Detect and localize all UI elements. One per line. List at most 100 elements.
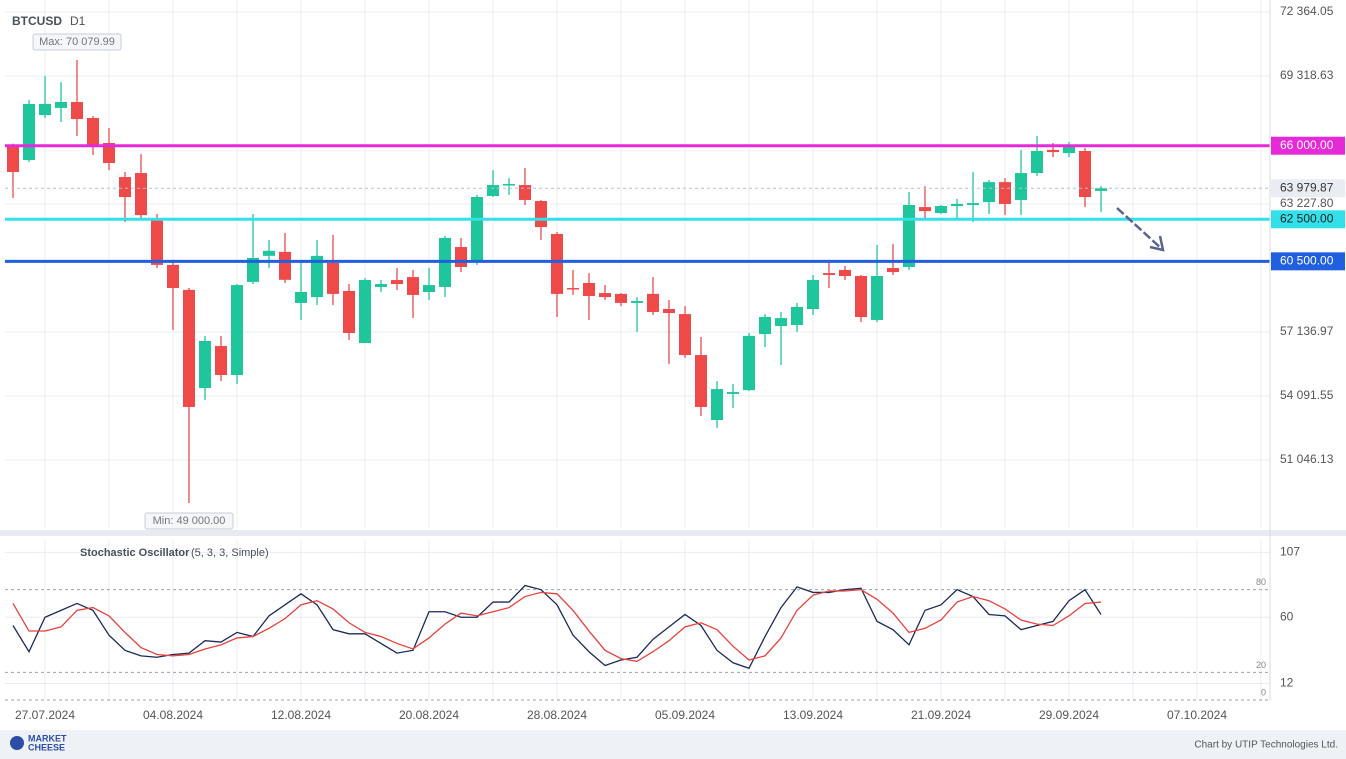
candle-body bbox=[7, 145, 19, 173]
candle-body bbox=[631, 301, 643, 303]
level-label: 60 500.00 bbox=[1280, 253, 1334, 267]
candle-body bbox=[791, 306, 803, 326]
chart-title: BTCUSD bbox=[12, 14, 62, 28]
level-label-bg bbox=[1271, 210, 1345, 229]
indicator-title: Stochastic Oscillator bbox=[80, 547, 190, 559]
footer-bar bbox=[0, 730, 1346, 759]
credit: Chart by UTIP Technologies Ltd. bbox=[1194, 740, 1338, 751]
candle-body bbox=[599, 293, 611, 298]
candle-body bbox=[455, 247, 467, 267]
candle-body bbox=[711, 389, 723, 420]
candle-body bbox=[119, 177, 131, 198]
candle-body bbox=[967, 203, 979, 206]
level-label: 62 500.00 bbox=[1280, 211, 1334, 225]
indicator-y-tick-label: 12 bbox=[1280, 676, 1294, 690]
trend-arrow bbox=[1116, 207, 1165, 252]
candle-body bbox=[583, 282, 595, 297]
indicator-level-label: 0 bbox=[1261, 687, 1266, 697]
candle-body bbox=[519, 185, 531, 200]
candle-body bbox=[103, 143, 115, 163]
x-tick-label: 20.08.2024 bbox=[399, 708, 459, 722]
logo-top: MARKET bbox=[28, 733, 67, 743]
candle-body bbox=[807, 280, 819, 310]
y-tick-label: 51 046.13 bbox=[1280, 452, 1334, 466]
min-annotation-box bbox=[144, 512, 234, 530]
min-annotation: Min: 49 000.00 bbox=[153, 515, 226, 527]
x-tick-label: 05.09.2024 bbox=[655, 708, 715, 722]
candle-body bbox=[39, 103, 51, 116]
candle-body bbox=[727, 392, 739, 394]
indicator-line bbox=[12, 584, 1102, 670]
candle-body bbox=[471, 197, 483, 262]
candle-body bbox=[759, 317, 771, 335]
x-tick-label: 29.09.2024 bbox=[1039, 708, 1099, 722]
candle-body bbox=[1047, 149, 1059, 153]
candle-body bbox=[999, 182, 1011, 204]
candle-body bbox=[55, 102, 67, 108]
y-tick-label: 72 364.05 bbox=[1280, 4, 1334, 18]
candle-body bbox=[199, 340, 211, 389]
candle-body bbox=[279, 251, 291, 280]
y-tick-label: 54 091.55 bbox=[1280, 388, 1334, 402]
x-tick-label: 21.09.2024 bbox=[911, 708, 971, 722]
logo-bottom: CHEESE bbox=[28, 742, 65, 752]
candle-body bbox=[87, 118, 99, 146]
x-tick-label: 27.07.2024 bbox=[15, 708, 75, 722]
candle-body bbox=[1031, 150, 1043, 174]
candle-body bbox=[679, 314, 691, 356]
candle-body bbox=[839, 269, 851, 277]
indicator-params: (5, 3, 3, Simple) bbox=[191, 547, 269, 559]
timeframe: D1 bbox=[70, 14, 86, 28]
candle-body bbox=[951, 203, 963, 207]
candle-body bbox=[135, 173, 147, 216]
candle-body bbox=[871, 276, 883, 320]
indicator-y-tick-label: 60 bbox=[1280, 609, 1294, 623]
candle-body bbox=[535, 201, 547, 228]
y-tick-label: 57 136.97 bbox=[1280, 324, 1334, 338]
candle-body bbox=[823, 273, 835, 275]
last-price-label: 63 979.87 bbox=[1280, 180, 1334, 194]
candle-body bbox=[935, 206, 947, 213]
level-label-bg bbox=[1271, 136, 1345, 155]
candle-body bbox=[343, 290, 355, 333]
candle-body bbox=[503, 183, 515, 186]
candle-body bbox=[423, 285, 435, 293]
candle-body bbox=[375, 284, 387, 287]
candle-body bbox=[263, 250, 275, 256]
candle-body bbox=[71, 102, 83, 120]
x-tick-label: 04.08.2024 bbox=[143, 708, 203, 722]
candle-body bbox=[983, 182, 995, 203]
candle-body bbox=[1095, 188, 1107, 191]
y-tick-label: 69 318.63 bbox=[1280, 68, 1334, 82]
candle-body bbox=[1015, 173, 1027, 200]
candle-body bbox=[327, 263, 339, 294]
indicator-level-label: 80 bbox=[1256, 577, 1266, 587]
candle-body bbox=[855, 276, 867, 318]
candle-body bbox=[391, 280, 403, 285]
level-label-bg bbox=[1271, 252, 1345, 271]
candle-body bbox=[615, 293, 627, 303]
candle-body bbox=[695, 355, 707, 407]
candle-body bbox=[1079, 150, 1091, 198]
candle-body bbox=[151, 218, 163, 265]
candle-body bbox=[407, 277, 419, 295]
candle-body bbox=[215, 346, 227, 376]
candle-body bbox=[647, 293, 659, 312]
indicator-line bbox=[12, 588, 1102, 663]
x-tick-label: 28.08.2024 bbox=[527, 708, 587, 722]
logo-icon bbox=[10, 736, 24, 750]
candle-body bbox=[919, 207, 931, 212]
candle-body bbox=[311, 255, 323, 298]
candle-body bbox=[183, 289, 195, 407]
last-price-bg bbox=[1271, 179, 1345, 198]
candle-body bbox=[487, 185, 499, 196]
candle-body bbox=[231, 285, 243, 376]
candle-body bbox=[551, 234, 563, 294]
candle-body bbox=[663, 309, 675, 314]
candle-body bbox=[887, 268, 899, 273]
plot-layer: 27.07.2024 04.08.2024 12.08.2024 20.08.2024… bbox=[5, 0, 1345, 722]
level-label: 66 000.00 bbox=[1280, 138, 1334, 152]
candle-body bbox=[167, 264, 179, 289]
